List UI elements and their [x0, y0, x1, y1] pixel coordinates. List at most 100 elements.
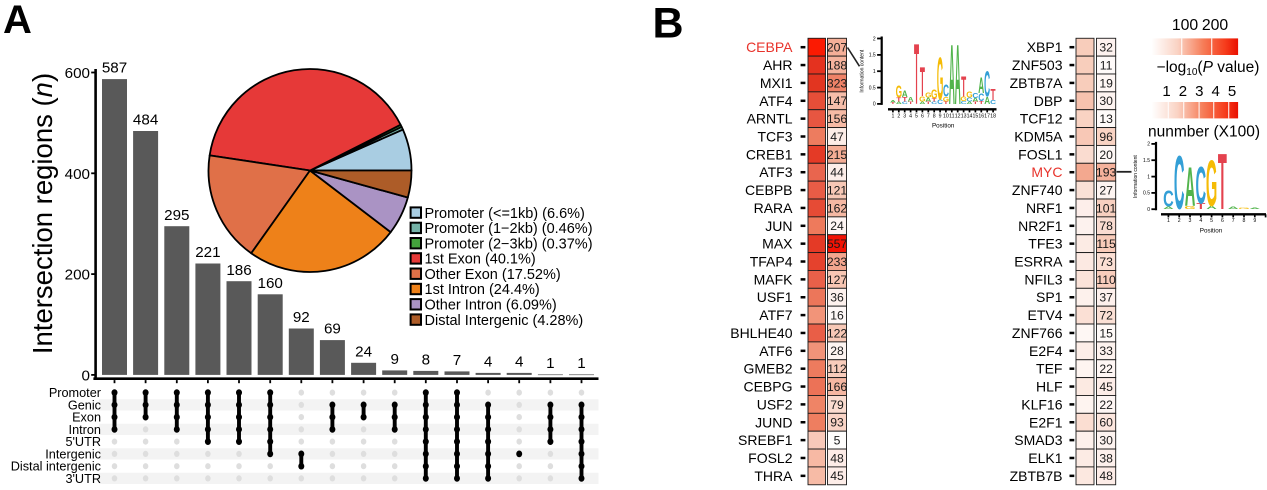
- svg-text:USF2: USF2: [757, 396, 793, 412]
- svg-text:A: A: [978, 73, 984, 98]
- svg-text:GMEB2: GMEB2: [743, 361, 792, 377]
- svg-text:G: G: [1184, 205, 1195, 210]
- svg-text:Other Intron (6.09%): Other Intron (6.09%): [425, 298, 557, 314]
- svg-text:A: A: [967, 101, 973, 105]
- svg-text:11: 11: [1100, 59, 1113, 73]
- svg-text:T: T: [943, 101, 948, 105]
- svg-text:93: 93: [830, 416, 844, 430]
- svg-text:160: 160: [258, 275, 283, 292]
- svg-text:122: 122: [827, 326, 848, 340]
- svg-text:A: A: [1250, 208, 1261, 209]
- svg-text:G: G: [931, 88, 937, 102]
- svg-text:9: 9: [390, 351, 398, 368]
- svg-text:C: C: [961, 101, 967, 105]
- svg-text:Information content: Information content: [1133, 155, 1139, 198]
- svg-text:1.5: 1.5: [869, 53, 876, 59]
- svg-text:30: 30: [1099, 434, 1113, 448]
- svg-text:166: 166: [827, 380, 848, 394]
- svg-text:115: 115: [1096, 237, 1116, 251]
- svg-text:MYC: MYC: [1031, 164, 1062, 180]
- svg-text:6: 6: [1221, 218, 1224, 224]
- svg-text:207: 207: [827, 41, 848, 55]
- svg-text:JUN: JUN: [765, 218, 792, 234]
- svg-text:78: 78: [1099, 219, 1113, 233]
- svg-text:ZBTB7A: ZBTB7A: [1010, 75, 1064, 91]
- svg-text:215: 215: [827, 148, 848, 162]
- svg-text:C: C: [984, 64, 990, 105]
- svg-text:MAX: MAX: [762, 236, 793, 252]
- svg-text:92: 92: [293, 309, 310, 326]
- svg-text:T: T: [914, 26, 919, 122]
- svg-text:CEBPG: CEBPG: [743, 379, 792, 395]
- svg-text:C: C: [943, 81, 949, 100]
- svg-text:24: 24: [355, 343, 372, 360]
- svg-text:587: 587: [102, 60, 127, 77]
- svg-text:A: A: [1163, 206, 1174, 210]
- svg-text:22: 22: [1099, 398, 1113, 412]
- svg-text:A: A: [896, 101, 902, 105]
- svg-text:13: 13: [961, 114, 967, 120]
- svg-text:0: 0: [82, 367, 90, 384]
- svg-text:1: 1: [1162, 83, 1170, 100]
- svg-text:1: 1: [1147, 174, 1150, 180]
- svg-text:G: G: [1206, 148, 1217, 221]
- svg-text:T: T: [908, 101, 913, 105]
- svg-text:15: 15: [973, 114, 979, 120]
- svg-text:Promoter (1−2kb) (0.46%): Promoter (1−2kb) (0.46%): [425, 221, 593, 237]
- svg-text:0.5: 0.5: [1143, 191, 1150, 197]
- svg-text:E2F1: E2F1: [1029, 414, 1063, 430]
- svg-text:MXI1: MXI1: [760, 75, 793, 91]
- svg-text:KLF16: KLF16: [1021, 396, 1062, 412]
- svg-text:156: 156: [827, 112, 848, 126]
- svg-text:G: G: [943, 95, 950, 103]
- svg-text:ATF4: ATF4: [759, 93, 792, 109]
- svg-text:ETV4: ETV4: [1027, 307, 1062, 323]
- svg-text:T: T: [991, 85, 996, 104]
- svg-text:8: 8: [422, 352, 430, 369]
- svg-text:SREBF1: SREBF1: [738, 432, 793, 448]
- svg-text:193: 193: [1096, 166, 1117, 180]
- svg-text:0: 0: [1147, 207, 1150, 213]
- svg-text:5: 5: [1210, 218, 1213, 224]
- svg-text:AHR: AHR: [763, 57, 793, 73]
- svg-text:C: C: [1174, 140, 1185, 226]
- svg-text:A: A: [890, 100, 897, 104]
- svg-text:16: 16: [830, 309, 844, 323]
- svg-text:NFIL3: NFIL3: [1024, 271, 1062, 287]
- svg-text:ATF7: ATF7: [759, 307, 792, 323]
- svg-text:147: 147: [827, 94, 848, 108]
- svg-text:A: A: [908, 96, 915, 104]
- svg-text:7: 7: [453, 352, 461, 369]
- svg-text:323: 323: [827, 76, 848, 90]
- svg-text:Other Exon (17.52%): Other Exon (17.52%): [425, 267, 561, 283]
- svg-text:A: A: [1228, 206, 1239, 210]
- svg-text:T: T: [979, 101, 984, 105]
- svg-text:18: 18: [990, 114, 996, 120]
- svg-text:Promoter (2−3kb) (0.37%): Promoter (2−3kb) (0.37%): [425, 236, 593, 252]
- svg-text:48: 48: [830, 451, 844, 465]
- svg-text:A: A: [955, 26, 961, 122]
- svg-text:20: 20: [1099, 148, 1113, 162]
- svg-text:16: 16: [978, 114, 984, 120]
- svg-text:73: 73: [1099, 255, 1113, 269]
- svg-text:15: 15: [1099, 326, 1113, 340]
- svg-text:30: 30: [1099, 94, 1113, 108]
- svg-text:C: C: [972, 91, 978, 99]
- svg-text:FOSL2: FOSL2: [748, 450, 793, 466]
- svg-text:G: G: [925, 91, 931, 100]
- svg-text:Intergenic: Intergenic: [45, 447, 101, 461]
- svg-text:Position: Position: [932, 123, 955, 130]
- svg-text:5: 5: [915, 114, 918, 120]
- svg-text:A: A: [919, 101, 925, 105]
- svg-text:6: 6: [921, 114, 924, 120]
- svg-text:4: 4: [1212, 83, 1220, 100]
- svg-text:24: 24: [830, 219, 844, 233]
- svg-text:5: 5: [1228, 83, 1236, 100]
- svg-text:4: 4: [484, 354, 492, 371]
- svg-text:1: 1: [873, 69, 876, 75]
- svg-text:45: 45: [1099, 380, 1113, 394]
- svg-text:ATF6: ATF6: [759, 343, 792, 359]
- svg-text:KDM5A: KDM5A: [1014, 129, 1063, 145]
- svg-text:C: C: [990, 100, 996, 105]
- svg-text:28: 28: [830, 344, 844, 358]
